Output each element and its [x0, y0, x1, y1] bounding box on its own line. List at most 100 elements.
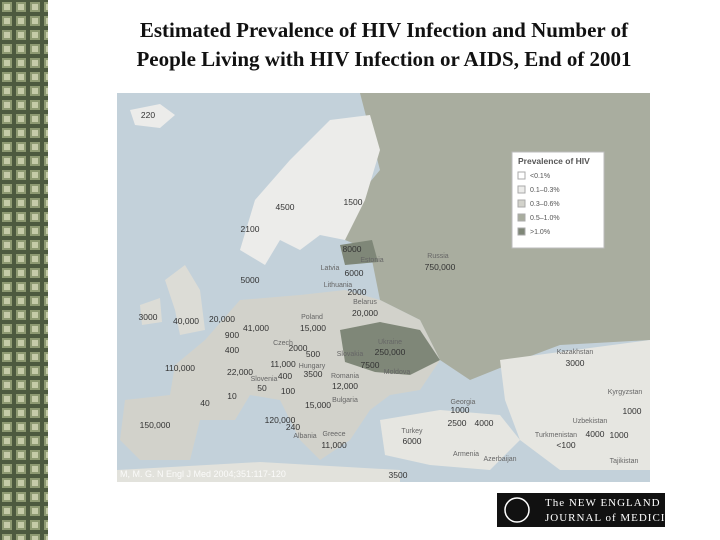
country-name: Latvia	[321, 265, 340, 272]
legend-item: <0.1%	[530, 173, 550, 180]
country-name: Lithuania	[324, 282, 353, 289]
logo-seal	[504, 497, 530, 523]
country-name: Tajikistan	[610, 458, 639, 465]
country-name: Turkmenistan	[535, 432, 577, 439]
case-count: 1000	[610, 430, 629, 440]
case-count: 4000	[475, 418, 494, 428]
case-count: 6000	[403, 436, 422, 446]
country-name: Azerbaijan	[483, 456, 516, 463]
case-count: 20,000	[209, 314, 235, 324]
logo: The NEW ENGLAND JOURNAL of MEDICINE	[497, 493, 682, 527]
case-count: 12,000	[332, 381, 358, 391]
decorative-strip	[0, 0, 48, 540]
case-count: 100	[281, 386, 295, 396]
land	[130, 104, 175, 128]
case-count: 20,000	[352, 308, 378, 318]
logo-box	[497, 493, 665, 527]
country-name: Ukraine	[378, 339, 402, 346]
case-count: 220	[141, 110, 155, 120]
case-count: 5000	[241, 275, 260, 285]
country-name: Moldova	[384, 369, 411, 376]
legend-item: 0.5–1.0%	[530, 215, 560, 222]
case-count: 3500	[304, 369, 323, 379]
case-count: 7500	[361, 360, 380, 370]
case-count: 110,000	[165, 363, 195, 373]
country-name: Armenia	[453, 451, 479, 458]
land	[240, 115, 380, 265]
case-count: 240	[286, 422, 300, 432]
legend-swatch	[517, 227, 526, 236]
legend-item: 0.1–0.3%	[530, 187, 560, 194]
country-name: Czech	[273, 340, 293, 347]
case-count: 3000	[139, 312, 158, 322]
land	[117, 462, 400, 482]
case-count: 400	[225, 345, 239, 355]
land	[500, 340, 650, 470]
country-name: Uzbekistan	[573, 418, 608, 425]
legend-item: >1.0%	[530, 229, 550, 236]
case-count: 2000	[348, 287, 367, 297]
country-name: Slovakia	[337, 351, 364, 358]
title: People Living with HIV Infection or AIDS…	[136, 47, 631, 71]
country-name: Romania	[331, 373, 359, 380]
logo-text: JOURNAL of MEDICINE	[545, 512, 682, 524]
case-count: 900	[225, 330, 239, 340]
country-name: Georgia	[451, 399, 476, 406]
case-count: 2100	[241, 224, 260, 234]
legend-swatch	[517, 185, 526, 194]
case-count: <100	[556, 440, 575, 450]
case-count: 10	[227, 391, 237, 401]
country-name: Estonia	[360, 257, 383, 264]
legend-swatch	[517, 171, 526, 180]
case-count: 1000	[451, 405, 470, 415]
country-name: Russia	[427, 253, 449, 260]
country-name: Greece	[323, 431, 346, 438]
case-count: 250,000	[375, 347, 406, 357]
case-count: 1000	[623, 406, 642, 416]
land	[380, 410, 520, 470]
case-count: 11,000	[321, 440, 347, 450]
title: Estimated Prevalence of HIV Infection an…	[140, 18, 629, 42]
legend-item: 0.3–0.6%	[530, 201, 560, 208]
case-count: 2500	[448, 418, 467, 428]
case-count: 500	[306, 349, 320, 359]
legend	[511, 151, 605, 249]
case-count: 3000	[566, 358, 585, 368]
country-name: Hungary	[299, 363, 326, 370]
country-name: Turkey	[401, 428, 423, 435]
case-count: 8000	[343, 244, 362, 254]
country-name: Kyrgyzstan	[608, 389, 643, 396]
case-count: 1500	[344, 197, 363, 207]
case-count: 41,000	[243, 323, 269, 333]
country-name: Kazakhstan	[557, 349, 594, 356]
case-count: 120,000	[265, 415, 296, 425]
legend-title: Prevalence of HIV	[518, 156, 590, 166]
land	[340, 322, 440, 375]
map: 220 4500 1500 2100 8000 Estonia Latvia 6000 Lith…	[117, 93, 650, 482]
case-count: 2000	[289, 343, 308, 353]
case-count: 4500	[276, 202, 295, 212]
case-count: 40	[200, 398, 210, 408]
country-name: Slovenia	[251, 376, 278, 383]
land	[140, 298, 162, 325]
case-count: 40,000	[173, 316, 199, 326]
logo-text: The NEW ENGLAND	[545, 497, 661, 509]
land	[340, 240, 378, 265]
citation: M, M. G. N Engl J Med 2004;351:117-120	[120, 469, 286, 479]
case-count: 750,000	[425, 262, 456, 272]
case-count: 150,000	[140, 420, 171, 430]
legend-swatch	[517, 213, 526, 222]
country-name: Bulgaria	[332, 397, 358, 404]
legend-swatch	[517, 199, 526, 208]
case-count: 22,000	[227, 367, 253, 377]
country-name: Albania	[293, 433, 316, 440]
case-count: 400	[278, 371, 292, 381]
case-count: 3500	[389, 470, 408, 480]
case-count: 6000	[345, 268, 364, 278]
case-count: 15,000	[305, 400, 331, 410]
country-name: Poland	[301, 314, 323, 321]
case-count: 50	[257, 383, 267, 393]
country-name: Belarus	[353, 299, 377, 306]
